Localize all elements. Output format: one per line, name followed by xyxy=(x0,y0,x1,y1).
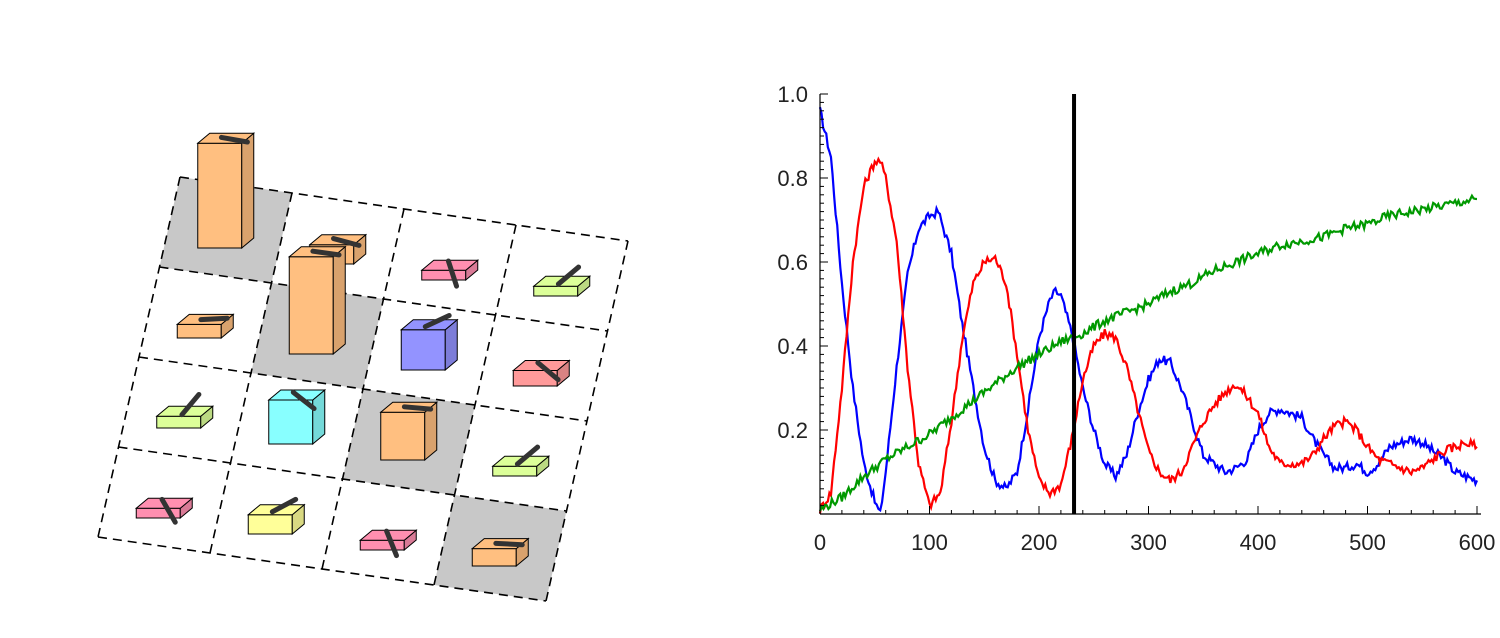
spin-block xyxy=(420,258,480,289)
y-tick-label: 0.2 xyxy=(777,418,808,443)
y-tick-label: 0.4 xyxy=(777,334,808,359)
spin-arrow xyxy=(269,496,299,515)
x-tick-label: 300 xyxy=(1130,530,1167,555)
x-tick-label: 100 xyxy=(911,530,948,555)
spin-arrow xyxy=(535,360,561,383)
lattice-dashed-grid xyxy=(97,176,629,602)
spin-arrow xyxy=(445,258,460,289)
spin-block xyxy=(155,391,215,430)
spin-block xyxy=(358,528,418,559)
y-tick-label: 1.0 xyxy=(777,82,808,107)
spin-block xyxy=(491,444,551,478)
spin-block xyxy=(399,313,459,372)
spin-arrow xyxy=(159,496,178,525)
spin-block xyxy=(532,264,592,298)
axes: 0 100 200 300 400 500 600 0.2 0.4 0.6 0.8 1.0 xyxy=(777,82,1495,555)
spin-arrow xyxy=(218,134,250,145)
spin-block xyxy=(196,132,256,250)
series-line-2 xyxy=(818,193,1478,512)
spin-arrow xyxy=(555,264,582,287)
grid-line xyxy=(433,224,517,586)
spin-arrow xyxy=(384,528,399,559)
lattice-blocks xyxy=(134,132,592,568)
spin-arrow xyxy=(514,444,541,467)
spin-block xyxy=(246,496,306,536)
grid-line xyxy=(97,536,547,602)
spin-arrow xyxy=(401,404,434,412)
spin-block xyxy=(267,388,327,446)
spin-arrow xyxy=(198,315,230,323)
x-tick-label: 500 xyxy=(1349,530,1386,555)
spin-block xyxy=(134,496,194,525)
spin-block xyxy=(511,359,571,388)
y-tick-label: 0.6 xyxy=(777,250,808,275)
grid-line xyxy=(118,446,567,512)
spin-block xyxy=(470,537,530,568)
spin-block xyxy=(175,313,235,340)
x-tick-label: 600 xyxy=(1459,530,1496,555)
grid-line xyxy=(138,356,588,422)
spin-block xyxy=(379,401,439,462)
spin-arrow xyxy=(179,391,202,418)
x-tick-label: 0 xyxy=(814,530,826,555)
spin-arrow xyxy=(422,313,452,330)
line-chart: 0 100 200 300 400 500 600 0.2 0.4 0.6 0.8 1.0 xyxy=(777,82,1495,555)
series-group xyxy=(818,106,1479,514)
grid-line xyxy=(159,266,608,332)
series-line-1 xyxy=(818,156,1478,514)
spin-arrow xyxy=(330,236,362,248)
x-tick-label: 200 xyxy=(1021,530,1058,555)
y-tick-label: 0.8 xyxy=(777,166,808,191)
spin-arrow xyxy=(290,389,317,412)
grid-line xyxy=(179,176,629,242)
spin-arrow xyxy=(493,540,525,548)
spin-arrow xyxy=(310,248,342,258)
spin-lattice-illustration xyxy=(97,132,629,602)
series-line-0 xyxy=(818,106,1479,513)
x-tick-label: 400 xyxy=(1240,530,1277,555)
spin-block xyxy=(287,245,347,356)
